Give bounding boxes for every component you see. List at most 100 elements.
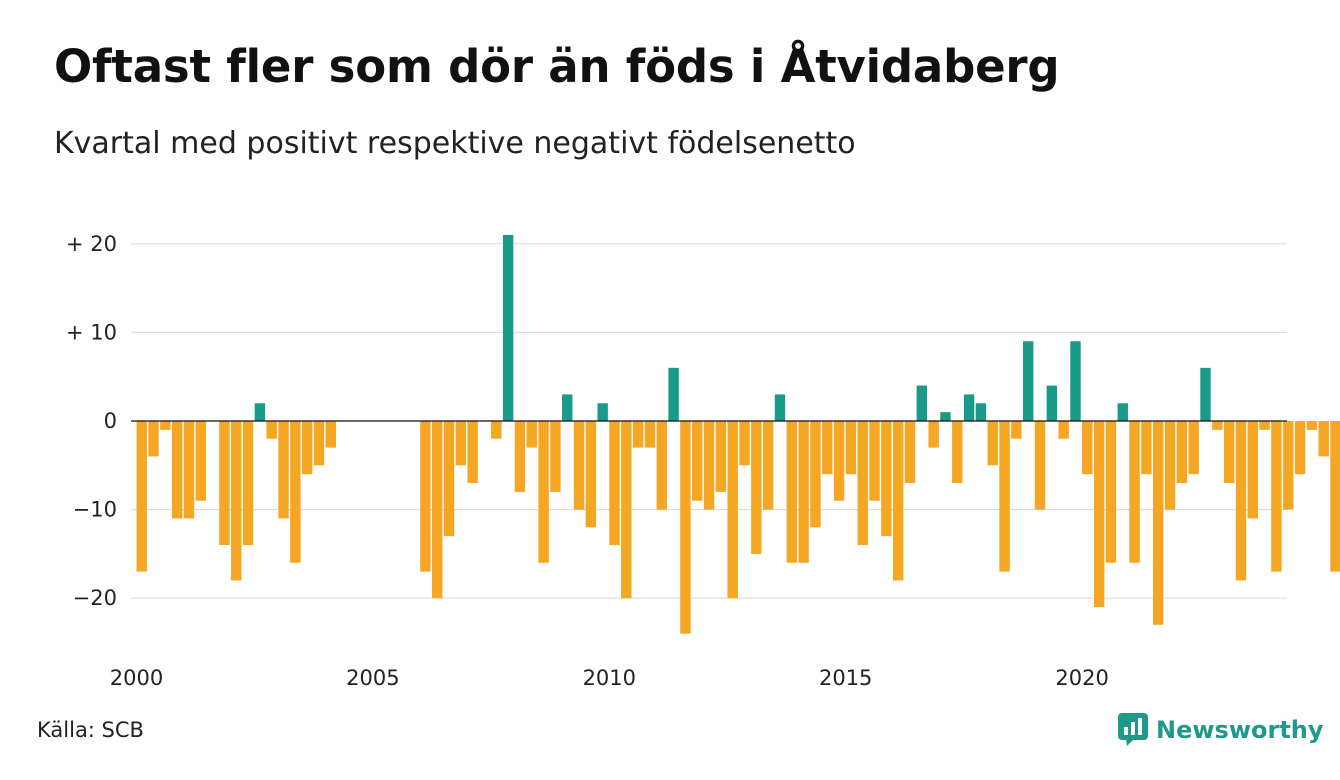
bar-2011-q2 — [668, 367, 679, 421]
bar-2021-q1 — [1129, 421, 1140, 563]
bar-2025-q1 — [1318, 421, 1329, 457]
bar-2009-q4 — [597, 403, 608, 421]
brand-name: Newsworthy — [1156, 716, 1324, 744]
bar-2002-q4 — [266, 421, 277, 439]
bar-2001-q4 — [219, 421, 230, 546]
bar-2013-q3 — [774, 394, 786, 421]
bar-2016-q1 — [892, 421, 904, 581]
bar-2019-q4 — [1070, 341, 1081, 421]
bar-2016-q3 — [916, 385, 928, 421]
bar-2021-q4 — [1164, 421, 1176, 510]
bar-2000-q2 — [148, 421, 159, 457]
y-tick-label: + 20 — [66, 232, 117, 256]
bar-2014-q2 — [810, 421, 821, 528]
bar-2019-q3 — [1058, 421, 1069, 439]
bar-2015-q1 — [845, 421, 857, 475]
bar-2008-q1 — [514, 421, 526, 492]
x-tick-label: 2020 — [1055, 666, 1108, 690]
bar-2018-q3 — [1011, 421, 1022, 439]
bar-2012-q2 — [715, 421, 727, 492]
bar-2019-q2 — [1046, 385, 1058, 421]
bar-2023-q1 — [1223, 421, 1235, 484]
bar-2011-q1 — [656, 421, 667, 510]
bar-2000-q3 — [160, 421, 171, 430]
bar-2015-q4 — [881, 421, 892, 537]
bar-2023-q3 — [1247, 421, 1258, 519]
x-tick-label: 2015 — [819, 666, 872, 690]
bar-2009-q3 — [585, 421, 597, 528]
bar-2008-q2 — [526, 421, 537, 448]
bar-2009-q1 — [562, 394, 573, 421]
bar-2018-q2 — [999, 421, 1010, 572]
bar-2001-q1 — [183, 421, 195, 519]
bar-2007-q3 — [491, 421, 502, 439]
bar-2024-q3 — [1294, 421, 1306, 475]
bar-2020-q2 — [1093, 421, 1105, 608]
bar-2011-q3 — [680, 421, 691, 634]
x-tick-label: 2010 — [583, 666, 636, 690]
bar-2003-q1 — [278, 421, 289, 519]
bar-2017-q1 — [940, 412, 951, 421]
bar-2016-q4 — [928, 421, 939, 448]
bar-2003-q2 — [290, 421, 301, 563]
bar-2010-q2 — [621, 421, 632, 599]
bar-2000-q4 — [171, 421, 183, 519]
bar-2006-q1 — [420, 421, 431, 572]
y-tick-label: −20 — [73, 586, 117, 610]
y-tick-label: + 10 — [66, 320, 117, 344]
bar-2022-q3 — [1200, 367, 1211, 421]
bar-2011-q4 — [692, 421, 703, 501]
bar-2004-q1 — [325, 421, 337, 448]
bar-2014-q4 — [833, 421, 845, 501]
newsworthy-logo-icon — [1118, 713, 1148, 746]
bar-2002-q1 — [231, 421, 242, 581]
bar-2007-q4 — [502, 234, 514, 421]
source-note: Källa: SCB — [37, 718, 144, 742]
bar-2016-q2 — [904, 421, 916, 484]
bar-2021-q3 — [1153, 421, 1164, 625]
bar-2012-q3 — [727, 421, 738, 599]
bar-2014-q1 — [798, 421, 809, 563]
bar-2022-q4 — [1212, 421, 1223, 430]
x-tick-label: 2000 — [110, 666, 163, 690]
bar-2018-q1 — [987, 421, 998, 466]
bar-2006-q2 — [432, 421, 443, 599]
x-axis-ticks: 2000 2005 2010 2015 2020 — [110, 666, 1109, 690]
bar-2024-q2 — [1283, 421, 1294, 510]
bar-2013-q2 — [762, 421, 774, 510]
bar-2019-q1 — [1034, 421, 1046, 510]
bar-2023-q2 — [1235, 421, 1247, 581]
bar-2002-q2 — [242, 421, 254, 546]
bar-2012-q1 — [703, 421, 715, 510]
bar-2022-q1 — [1176, 421, 1188, 484]
bar-2006-q4 — [455, 421, 467, 466]
bars — [136, 234, 1340, 634]
bar-2020-q3 — [1105, 421, 1117, 563]
bar-2018-q4 — [1023, 341, 1034, 421]
chart-subtitle: Kvartal med positivt respektive negativt… — [54, 126, 856, 161]
bar-2010-q1 — [609, 421, 620, 546]
bar-2017-q3 — [963, 394, 975, 421]
bar-2010-q4 — [644, 421, 656, 448]
chart-title: Oftast fler som dör än föds i Åtvidaberg — [54, 40, 1060, 93]
bar-2007-q1 — [467, 421, 478, 484]
y-axis-ticks: + 20 + 10 0 −10 −20 — [66, 232, 117, 610]
bar-2017-q2 — [952, 421, 963, 484]
bar-2025-q2 — [1330, 421, 1340, 572]
bar-2014-q3 — [822, 421, 833, 475]
bar-2021-q2 — [1141, 421, 1152, 475]
brand: Newsworthy — [1118, 712, 1324, 748]
bar-2002-q3 — [254, 403, 266, 421]
bar-2006-q3 — [443, 421, 455, 537]
y-tick-label: 0 — [104, 409, 117, 433]
bar-2001-q2 — [195, 421, 206, 501]
bar-2010-q3 — [632, 421, 644, 448]
bar-2000-q1 — [136, 421, 147, 572]
bar-2022-q2 — [1188, 421, 1199, 475]
bar-2017-q4 — [975, 403, 987, 421]
bar-2003-q3 — [301, 421, 313, 475]
bar-2015-q3 — [869, 421, 880, 501]
bar-2009-q2 — [573, 421, 585, 510]
bar-2008-q4 — [550, 421, 561, 492]
